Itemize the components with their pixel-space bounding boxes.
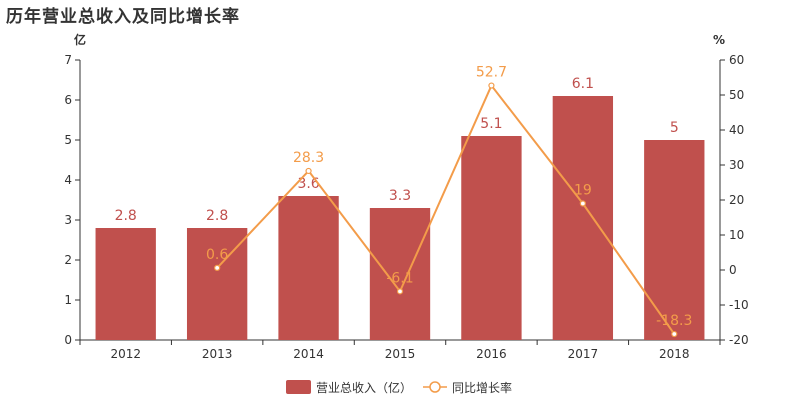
bar-data-label: 2.8: [115, 208, 137, 224]
line-point: [671, 330, 678, 338]
line-series: 0.6 28.3 -6.1 52.7 19 -18.3: [206, 65, 692, 338]
axes: 0 1 2 3 4 5 6 7 -20 -10 0 10 20 30 40 50 60 2012 2013 2014 2…: [64, 53, 748, 361]
left-tick-label: 2: [64, 253, 72, 267]
left-tick-label: 0: [64, 333, 72, 347]
right-tick-label: 10: [729, 228, 744, 242]
x-tick-label: 2014: [293, 347, 324, 361]
x-tick-label: 2012: [110, 347, 141, 361]
line-point: [305, 167, 312, 175]
left-tick-label: 3: [64, 213, 72, 227]
x-tick-label: 2018: [659, 347, 690, 361]
bar-data-label: 2.8: [206, 208, 228, 224]
left-axis-unit: 亿: [74, 32, 86, 47]
x-tick-label: 2015: [385, 347, 416, 361]
bar-series: 2.8 2.83.63.35.16.15: [95, 76, 705, 340]
line-point: [488, 82, 495, 89]
legend-bar-label: 营业总收入（亿）: [316, 380, 412, 395]
bar: [461, 136, 522, 340]
bar: [369, 208, 431, 340]
line-point: [214, 264, 221, 271]
line-data-label: 28.3: [293, 150, 324, 166]
right-tick-label: -20: [729, 333, 749, 347]
bar: [552, 96, 614, 340]
line-data-label: -18.3: [656, 313, 692, 329]
legend: 营业总收入（亿） 同比增长率: [286, 380, 512, 395]
x-tick-label: 2016: [476, 347, 507, 361]
line-data-label: 19: [574, 183, 592, 199]
line-data-label: 52.7: [476, 65, 507, 81]
line-point: [579, 200, 586, 207]
right-tick-label: 60: [729, 53, 744, 67]
right-tick-label: 0: [729, 263, 737, 277]
right-tick-label: 30: [729, 158, 744, 172]
legend-line-label: 同比增长率: [452, 380, 512, 395]
x-tick-label: 2017: [568, 347, 599, 361]
left-tick-label: 1: [64, 293, 72, 307]
right-tick-label: -10: [729, 298, 749, 312]
x-tick-label: 2013: [202, 347, 233, 361]
left-tick-label: 7: [64, 53, 72, 67]
right-tick-label: 20: [729, 193, 744, 207]
bar: [95, 228, 156, 340]
bar-data-label: 3.3: [389, 188, 411, 204]
bar-data-label: 5: [670, 120, 679, 136]
legend-line-marker: [429, 381, 441, 393]
line-point: [396, 288, 404, 295]
growth-line: [216, 83, 676, 335]
bar: [644, 140, 705, 340]
left-tick-label: 6: [64, 93, 72, 107]
right-tick-label: 40: [729, 123, 744, 137]
right-axis-unit: %: [713, 33, 725, 47]
left-tick-label: 4: [64, 173, 72, 187]
left-tick-label: 5: [64, 133, 72, 147]
line-data-label: -6.1: [386, 270, 413, 286]
bar-data-label: 5.1: [480, 116, 502, 132]
bar-data-label: 6.1: [572, 76, 594, 92]
chart-title: 历年营业总收入及同比增长率: [6, 7, 240, 27]
right-tick-label: 50: [729, 88, 744, 102]
legend-bar-swatch: [286, 380, 311, 394]
line-data-label: 0.6: [206, 247, 228, 263]
bar: [278, 196, 339, 340]
